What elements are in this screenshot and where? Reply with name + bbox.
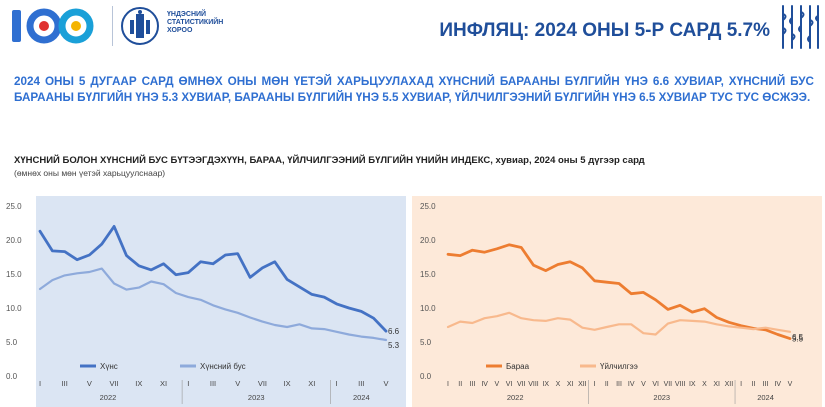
x-tick-label: III xyxy=(763,381,769,388)
x-tick-label: VIII xyxy=(528,381,539,388)
x-tick-label: XI xyxy=(713,381,720,388)
x-tick-label: II xyxy=(605,381,609,388)
x-tick-label: IX xyxy=(284,379,291,388)
x-tick-label: VII xyxy=(664,381,673,388)
series-end-label-2: 5.3 xyxy=(388,341,400,350)
x-tick-label: IV xyxy=(774,381,781,388)
legend-label-2: Хүнсний бус xyxy=(200,362,246,371)
x-tick-label: IX xyxy=(135,379,142,388)
x-tick-label: XI xyxy=(160,379,167,388)
x-tick-label: II xyxy=(751,381,755,388)
x-tick-label: I xyxy=(336,379,338,388)
x-tick-label: III xyxy=(616,381,622,388)
series-end-label-1: 5.5 xyxy=(792,335,804,344)
x-tick-label: VII xyxy=(517,381,526,388)
page-headline: ИНФЛЯЦ: 2024 ОНЫ 5-Р САРД 5.7% xyxy=(439,20,770,41)
y-tick-label: 5.0 xyxy=(420,338,432,347)
x-tick-label: VIII xyxy=(675,381,686,388)
y-tick-label: 20.0 xyxy=(6,236,22,245)
x-tick-label: VI xyxy=(652,381,659,388)
y-tick-label: 20.0 xyxy=(420,236,436,245)
org-name-line-3: ХОРОО xyxy=(167,27,193,34)
year-label: 2024 xyxy=(757,393,774,402)
x-tick-label: IV xyxy=(628,381,635,388)
x-tick-label: XI xyxy=(567,381,574,388)
x-tick-label: III xyxy=(210,379,216,388)
x-tick-label: X xyxy=(556,381,561,388)
x-tick-label: X xyxy=(702,381,707,388)
x-tick-label: V xyxy=(788,381,793,388)
x-tick-label: I xyxy=(187,379,189,388)
y-tick-label: 10.0 xyxy=(6,304,22,313)
series-end-label-2: 6.5 xyxy=(792,333,804,342)
x-tick-label: V xyxy=(641,381,646,388)
summary-text: 2024 ОНЫ 5 ДУГААР САРД ӨМНӨХ ОНЫ МӨН ҮЕТ… xyxy=(14,75,814,104)
org-name-line-2: СТАТИСТИКИЙН xyxy=(167,19,224,26)
x-tick-label: VI xyxy=(506,381,513,388)
legend-label-2: Үйлчилгээ xyxy=(600,362,638,371)
year-label: 2023 xyxy=(248,393,265,402)
x-tick-label: VII xyxy=(110,379,119,388)
x-tick-label: IV xyxy=(481,381,488,388)
x-tick-label: III xyxy=(62,379,68,388)
org-name: ҮНДЭСНИЙ СТАТИСТИКИЙН ХОРОО xyxy=(167,11,257,35)
chart-2-background xyxy=(412,196,822,407)
x-tick-label: III xyxy=(358,379,364,388)
x-tick-label: V xyxy=(495,381,500,388)
y-tick-label: 10.0 xyxy=(420,304,436,313)
year-label: 2022 xyxy=(100,393,117,402)
x-tick-label: V xyxy=(235,379,240,388)
series-line-1 xyxy=(446,243,792,341)
x-tick-label: V xyxy=(87,379,92,388)
nso-emblem-icon xyxy=(121,7,159,45)
legend-label-1: Хүнс xyxy=(100,362,118,371)
year-label: 2023 xyxy=(653,393,670,402)
x-tick-label: I xyxy=(594,381,596,388)
y-tick-label: 15.0 xyxy=(420,270,436,279)
x-tick-label: I xyxy=(740,381,742,388)
series-line-2 xyxy=(38,267,388,342)
x-tick-label: I xyxy=(447,381,449,388)
header-divider xyxy=(112,6,113,46)
x-tick-label: IX xyxy=(689,381,696,388)
y-tick-label: 0.0 xyxy=(420,372,432,381)
chart-1-background xyxy=(36,196,406,407)
chart-title: ХҮНСНИЙ БОЛОН ХҮНСНИЙ БУС БҮТЭЭГДЭХҮҮН, … xyxy=(14,155,645,166)
year-label: 2022 xyxy=(507,393,524,402)
x-tick-label: II xyxy=(458,381,462,388)
y-tick-label: 15.0 xyxy=(6,270,22,279)
x-tick-label: XII xyxy=(725,381,734,388)
org-name-line-1: ҮНДЭСНИЙ xyxy=(167,11,207,18)
chart-subtitle: (өмнөх оны мөн үетэй харьцуулснаар) xyxy=(14,168,166,178)
header: ҮНДЭСНИЙ СТАТИСТИКИЙН ХОРОО ИНФЛЯЦ: 2024… xyxy=(0,0,825,52)
x-tick-label: V xyxy=(383,379,388,388)
year-label: 2024 xyxy=(353,393,370,402)
y-tick-label: 5.0 xyxy=(6,338,18,347)
legend-label-1: Бараа xyxy=(506,362,530,371)
x-tick-label: XII xyxy=(578,381,587,388)
series-line-1 xyxy=(38,224,388,333)
series-line-2 xyxy=(446,311,792,336)
x-tick-label: III xyxy=(470,381,476,388)
x-tick-label: I xyxy=(39,379,41,388)
x-tick-label: VII xyxy=(258,379,267,388)
x-tick-label: IX xyxy=(542,381,549,388)
mongol-script-logo xyxy=(782,5,819,49)
nso-100-logo xyxy=(12,8,94,44)
x-tick-label: XI xyxy=(308,379,315,388)
y-tick-label: 25.0 xyxy=(420,202,436,211)
y-tick-label: 0.0 xyxy=(6,372,18,381)
series-end-label-1: 6.6 xyxy=(388,327,400,336)
y-tick-label: 25.0 xyxy=(6,202,22,211)
